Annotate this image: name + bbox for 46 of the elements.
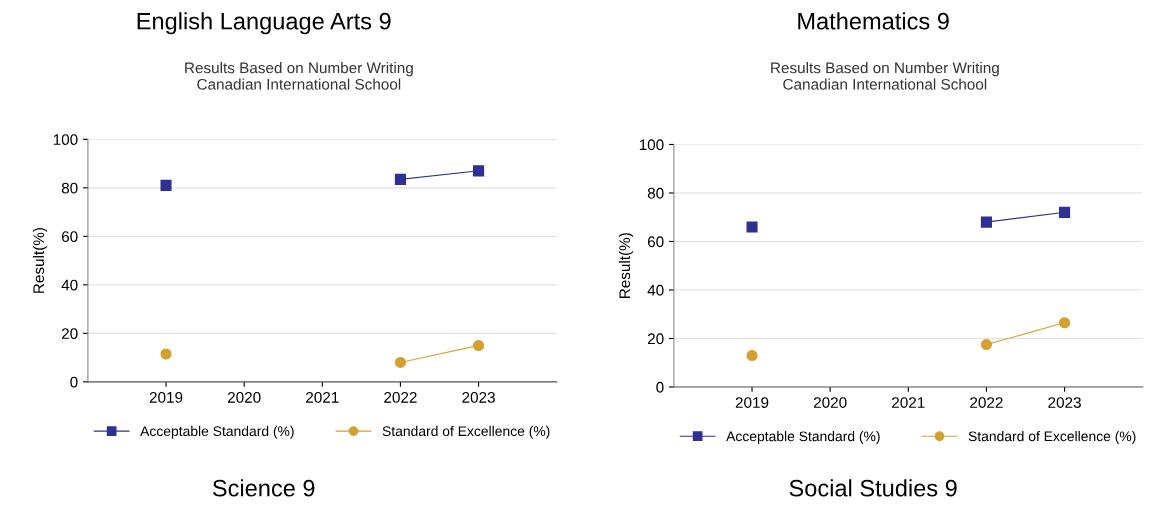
y-tick-label: 80 — [61, 182, 78, 194]
x-tick-label: 2022 — [970, 397, 1003, 408]
y-tick-label: 60 — [647, 236, 664, 248]
y-tick-label: 40 — [647, 284, 664, 296]
y-tick-label: 100 — [53, 134, 78, 146]
text: Science 9 — [212, 479, 315, 497]
y-tick-label: 100 — [639, 139, 664, 151]
point — [394, 356, 406, 368]
legend-label: Acceptable Standard (%) — [140, 425, 294, 439]
y-axis-title: Result(%) — [32, 228, 48, 293]
x-tick-label: 2023 — [1048, 397, 1081, 408]
x-tick-label: 2023 — [462, 391, 495, 403]
y-tick-label: 0 — [70, 376, 78, 388]
x-tick-label: 2022 — [384, 391, 417, 403]
y-tick-label: 0 — [656, 381, 664, 393]
y-tick-label: 40 — [61, 279, 78, 291]
point — [980, 216, 992, 228]
point — [160, 348, 172, 360]
y-tick-label: 80 — [647, 187, 664, 199]
y-tick-label: 20 — [61, 328, 78, 340]
y-tick-label: 60 — [61, 231, 78, 243]
chart-title: Mathematics 9 — [798, 12, 949, 30]
x-tick-label: 2020 — [813, 397, 847, 408]
point — [1059, 206, 1071, 218]
y-tick-label: 20 — [647, 333, 664, 345]
point — [473, 339, 485, 352]
point — [160, 179, 172, 191]
point — [980, 339, 992, 351]
x-tick-label: 2020 — [227, 391, 261, 403]
legend-label: Standard of Excellence (%) — [968, 431, 1136, 444]
x-tick-label: 2021 — [892, 397, 925, 408]
x-tick-label: 2021 — [306, 391, 339, 403]
point — [473, 165, 485, 177]
chart-subtitle: Results Based on Number Writing Canadian International School — [185, 62, 413, 90]
chart-title: English Language Arts 9 — [137, 12, 391, 35]
text: Social Studies 9 — [789, 479, 957, 497]
x-tick-label: 2019 — [149, 391, 183, 403]
point — [394, 173, 406, 185]
chart-subtitle: Results Based on Number Writing Canadian International School — [771, 62, 999, 90]
point — [1059, 317, 1071, 329]
x-tick-label: 2019 — [735, 397, 769, 408]
point — [746, 221, 758, 233]
legend-label: Acceptable Standard (%) — [726, 431, 880, 444]
legend-label: Standard of Excellence (%) — [382, 425, 550, 439]
y-axis-title: Result(%) — [618, 233, 634, 299]
point — [746, 349, 758, 362]
